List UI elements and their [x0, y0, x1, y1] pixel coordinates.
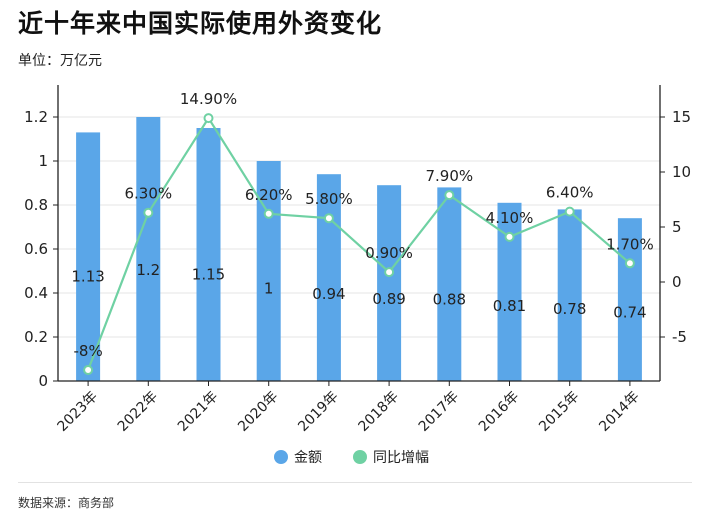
- bar-value-label: 0.88: [433, 291, 466, 309]
- source-label: 数据来源：商务部: [18, 496, 115, 510]
- growth-point-2019年: [323, 213, 334, 224]
- bar-value-label: 0.74: [613, 304, 646, 322]
- bar-value-label: 0.94: [312, 285, 345, 303]
- footer-divider: [18, 482, 692, 483]
- y-left-tick-label: 0.4: [24, 284, 48, 302]
- y-right-tick-label: 0: [672, 273, 682, 291]
- bar-2022年: [136, 117, 161, 381]
- growth-line: [87, 116, 631, 371]
- x-tick-label: 2016年: [476, 389, 522, 435]
- growth-value-label: 4.10%: [486, 209, 534, 227]
- legend-label-growth: 同比增幅: [373, 450, 429, 466]
- bar-2020年: [256, 161, 281, 381]
- y-left-tick-label: 0.6: [24, 240, 48, 258]
- x-tick-label: 2018年: [356, 389, 402, 435]
- growth-value-label: 6.40%: [546, 184, 594, 202]
- chart-title: 近十年来中国实际使用外资变化: [18, 9, 383, 38]
- bar-value-label: 1: [264, 280, 274, 298]
- growth-value-label: 7.90%: [425, 167, 473, 185]
- y-right-tick-label: 15: [672, 108, 691, 126]
- x-tick-label: 2015年: [536, 389, 582, 435]
- legend-marker-amount: [274, 450, 288, 464]
- growth-value-label: 0.90%: [365, 244, 413, 262]
- growth-point-2023年: [83, 365, 94, 375]
- y-left-tick-label: 1.2: [24, 108, 48, 126]
- bar-2019年: [316, 174, 341, 381]
- growth-point-2018年: [384, 267, 395, 278]
- bar-2015年: [557, 209, 582, 381]
- x-tick-label: 2017年: [416, 389, 462, 435]
- growth-value-label: 1.70%: [606, 235, 654, 253]
- growth-point-2015年: [564, 206, 575, 217]
- bar-value-label: 0.81: [493, 297, 526, 315]
- legend-label-amount: 金额: [294, 450, 322, 466]
- bar-value-label: 1.13: [71, 268, 104, 286]
- unit-label: 单位：万亿元: [18, 53, 102, 69]
- bar-value-label: 0.78: [553, 300, 586, 318]
- y-right-tick-label: 10: [672, 163, 691, 181]
- bar-2016年: [497, 202, 522, 381]
- growth-value-label: 6.30%: [124, 185, 172, 203]
- y-left-tick-label: 1: [38, 152, 48, 170]
- bar-value-label: 0.89: [372, 290, 405, 308]
- x-tick-label: 2020年: [235, 389, 281, 435]
- growth-value-label: 5.80%: [305, 190, 353, 208]
- growth-point-2020年: [263, 208, 274, 219]
- growth-point-2022年: [143, 207, 154, 218]
- bar-2014年: [617, 218, 642, 381]
- x-tick-label: 2022年: [115, 389, 161, 435]
- y-left-tick-label: 0: [38, 372, 48, 390]
- x-tick-label: 2014年: [596, 389, 642, 435]
- bar-2017年: [437, 187, 462, 381]
- y-right-tick-label: -5: [672, 328, 687, 346]
- growth-value-label: 6.20%: [245, 186, 293, 204]
- legend-marker-growth: [353, 450, 367, 464]
- y-right-tick-label: 5: [672, 218, 682, 236]
- bar-2018年: [377, 185, 402, 381]
- x-tick-label: 2023年: [55, 389, 101, 435]
- y-left-tick-label: 0.8: [24, 196, 48, 214]
- bar-2021年: [196, 128, 221, 381]
- bar-value-label: 1.2: [136, 261, 160, 279]
- x-tick-label: 2019年: [295, 389, 341, 435]
- y-left-tick-label: 0.2: [24, 328, 48, 346]
- x-tick-label: 2021年: [175, 389, 221, 435]
- growth-value-label: 14.90%: [180, 90, 237, 108]
- growth-point-2021年: [203, 113, 214, 124]
- bar-value-label: 1.15: [192, 266, 225, 284]
- growth-point-2016年: [504, 231, 515, 242]
- growth-point-2017年: [444, 190, 455, 201]
- bar-2023年: [76, 132, 101, 381]
- growth-value-label: -8%: [73, 342, 102, 360]
- growth-point-2014年: [624, 258, 635, 269]
